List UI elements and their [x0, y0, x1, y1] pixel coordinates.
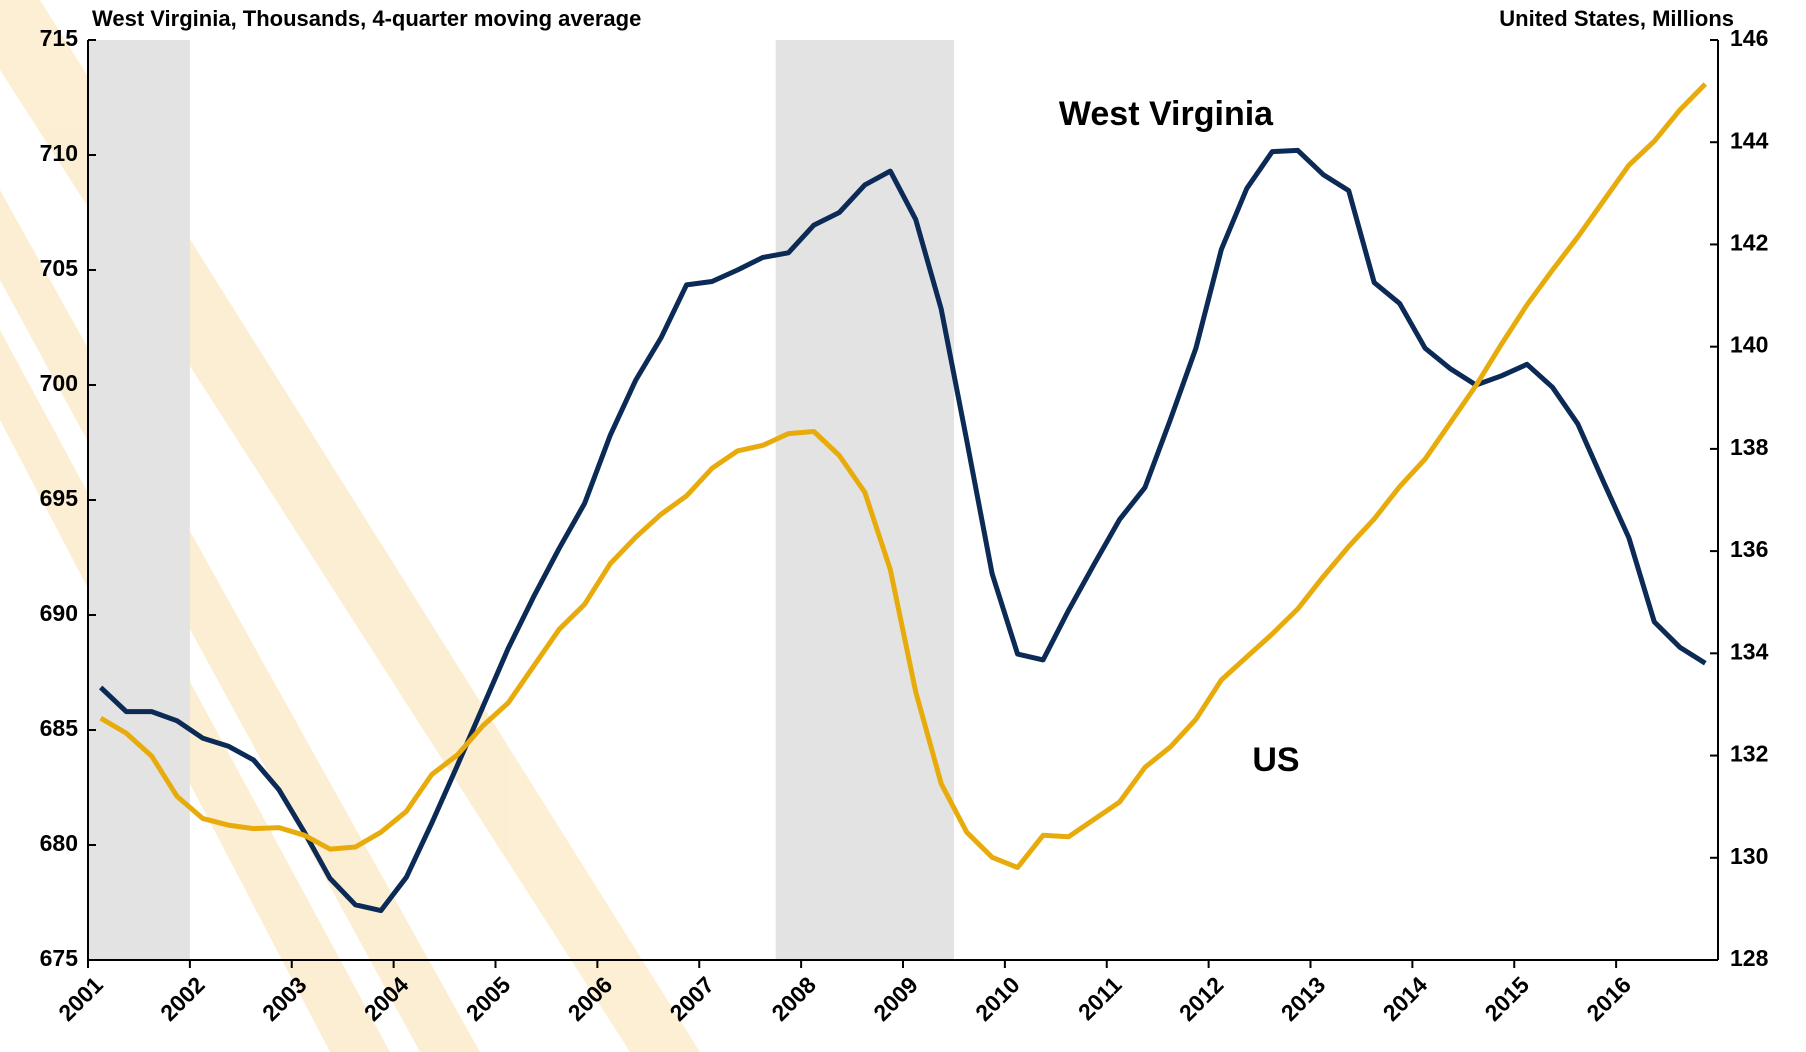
- y2-tick-label: 140: [1730, 332, 1768, 358]
- x-tick-label: 2015: [1480, 971, 1535, 1026]
- y2-tick-label: 146: [1730, 25, 1768, 51]
- stripe: [0, 330, 390, 1052]
- y2-tick-label: 144: [1730, 127, 1769, 153]
- y-tick-label: 700: [40, 370, 78, 396]
- y-tick-label: 695: [40, 485, 79, 511]
- y2-tick-label: 134: [1730, 638, 1769, 664]
- x-tick-label: 2014: [1378, 971, 1433, 1026]
- left-header: West Virginia, Thousands, 4-quarter movi…: [92, 6, 641, 31]
- recession-band: [88, 40, 190, 960]
- x-tick-label: 2013: [1276, 971, 1331, 1026]
- x-tick-label: 2016: [1581, 971, 1636, 1026]
- x-tick-label: 2008: [766, 971, 821, 1026]
- y-tick-label: 675: [40, 945, 79, 971]
- series-line: [98, 147, 1707, 914]
- x-tick-label: 2001: [53, 971, 108, 1026]
- y-tick-label: 715: [40, 25, 79, 51]
- y2-tick-label: 136: [1730, 536, 1768, 562]
- x-tick-label: 2002: [155, 971, 210, 1026]
- y2-tick-label: 130: [1730, 843, 1768, 869]
- x-tick-label: 2010: [970, 971, 1025, 1026]
- right-header: United States, Millions: [1499, 6, 1734, 31]
- y-tick-label: 710: [40, 140, 78, 166]
- y-tick-label: 680: [40, 830, 78, 856]
- y2-tick-label: 132: [1730, 741, 1768, 767]
- plot-area: 675 680 685 690 695 700 705 710 715 128 130 132 134 1…: [40, 25, 1769, 1026]
- y2-tick-label: 142: [1730, 230, 1768, 256]
- y-tick-label: 690: [40, 600, 78, 626]
- y-tick-label: 705: [40, 255, 79, 281]
- x-tick-label: 2012: [1174, 971, 1229, 1026]
- annotation: US: [1252, 741, 1299, 779]
- x-tick-label: 2011: [1073, 971, 1127, 1025]
- x-tick-label: 2009: [868, 971, 923, 1026]
- y-tick-label: 685: [40, 715, 79, 741]
- series-line: [99, 82, 1708, 870]
- annotation: West Virginia: [1059, 95, 1274, 133]
- y2-tick-label: 128: [1730, 945, 1769, 971]
- x-tick-label: 2005: [461, 971, 516, 1026]
- y2-tick-label: 138: [1730, 434, 1769, 460]
